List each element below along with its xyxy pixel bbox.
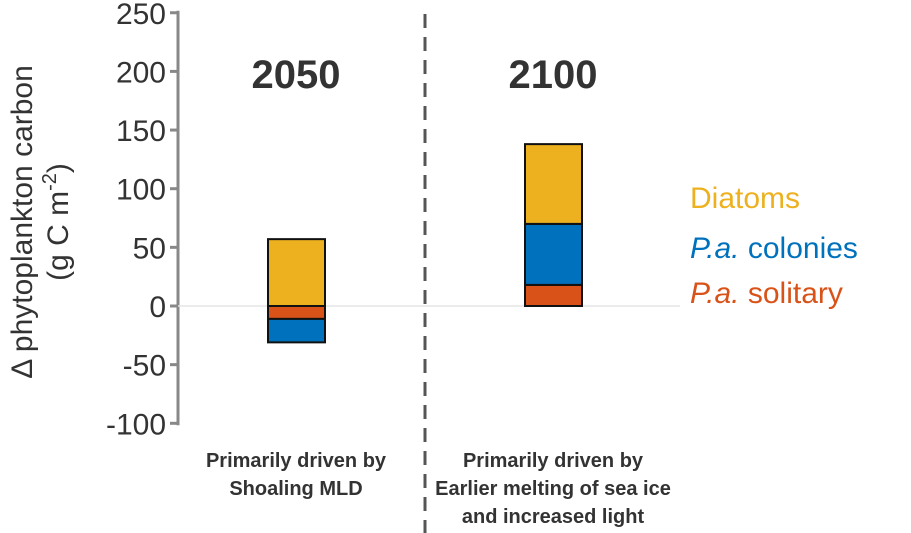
y-tick-label: 200 <box>116 56 166 89</box>
caption-2100-line2: Earlier melting of sea ice <box>435 478 671 500</box>
legend-pa-solitary: P.a. solitary <box>690 277 843 310</box>
year-label-2100: 2100 <box>509 53 598 97</box>
bars <box>267 143 583 344</box>
y-tick-label: -50 <box>123 350 166 383</box>
bar-segment-2050-solitary <box>267 305 326 320</box>
year-label-2050: 2050 <box>252 53 341 97</box>
caption-2050-line1: Primarily driven by <box>206 450 387 472</box>
y-tick-label: -100 <box>106 408 166 441</box>
y-tick-label: 50 <box>133 232 166 265</box>
y-axis-label-line2: (g C m-2) <box>39 163 75 281</box>
bar-segment-2050-colonies <box>267 317 326 344</box>
bar-segment-2050-diatoms <box>267 238 326 308</box>
legend-diatoms: Diatoms <box>690 182 800 215</box>
y-tick-label: 150 <box>116 115 166 148</box>
y-axis-label-line1: Δ phytoplankton carbon <box>6 65 39 379</box>
y-axis: 250 200 150 100 50 0 -50 -100 <box>106 0 680 441</box>
y-tick-label: 250 <box>116 0 166 31</box>
caption-2100-line1: Primarily driven by <box>463 450 644 472</box>
y-tick-label: 0 <box>149 291 166 324</box>
bar-segment-2100-solitary <box>524 283 583 307</box>
bar-segment-2100-colonies <box>524 222 583 286</box>
caption-2100-line3: and increased light <box>462 506 645 528</box>
legend-pa-colonies: P.a. colonies <box>690 232 858 265</box>
bar-segment-2100-diatoms <box>524 143 583 225</box>
y-tick-label: 100 <box>116 174 166 207</box>
caption-2050-line2: Shoaling MLD <box>229 478 362 500</box>
